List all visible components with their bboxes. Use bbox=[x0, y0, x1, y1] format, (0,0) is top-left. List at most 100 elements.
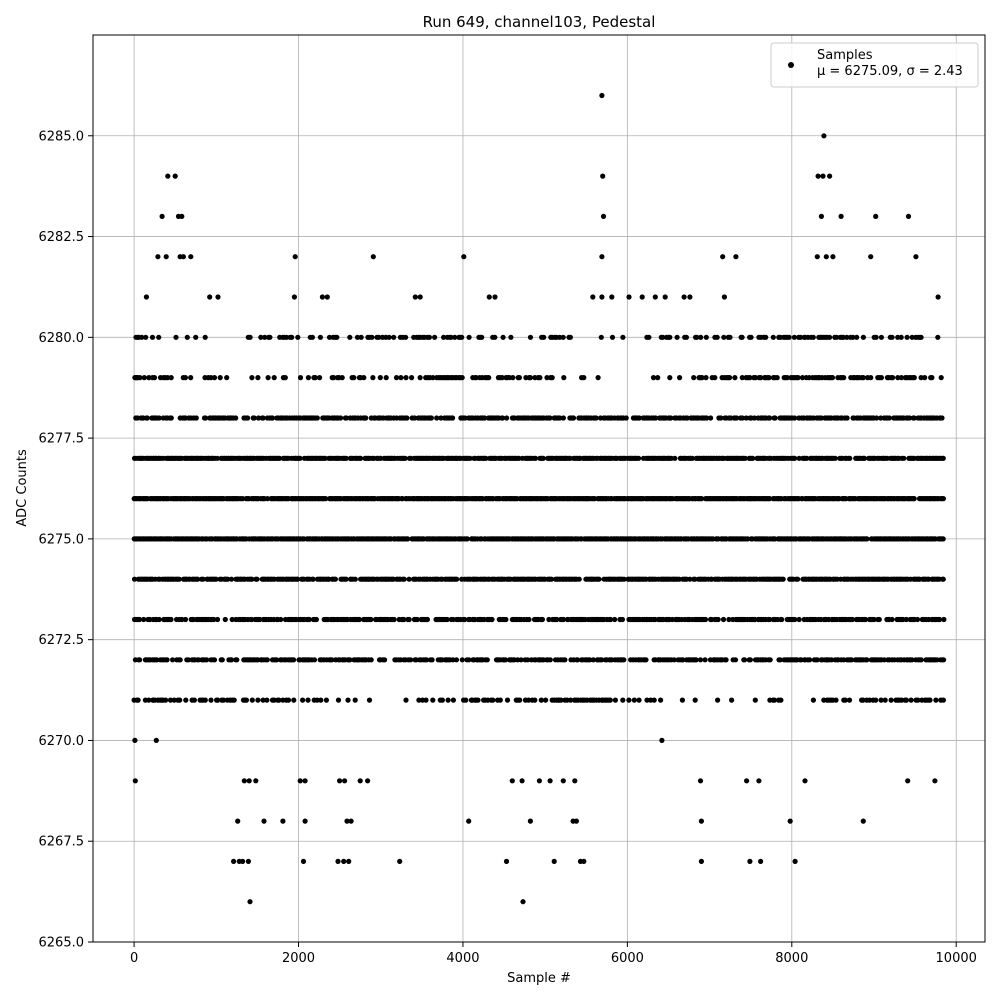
data-point bbox=[424, 657, 430, 663]
data-point bbox=[500, 334, 506, 340]
data-point bbox=[339, 375, 345, 381]
data-point bbox=[459, 375, 465, 381]
data-point bbox=[261, 818, 267, 824]
data-point bbox=[319, 294, 325, 300]
data-point bbox=[543, 697, 549, 703]
data-point bbox=[517, 697, 523, 703]
data-point bbox=[341, 858, 347, 865]
data-point bbox=[620, 334, 626, 340]
legend-stats-label: μ = 6275.09, σ = 2.43 bbox=[817, 64, 963, 79]
data-point bbox=[918, 657, 924, 663]
data-point bbox=[590, 657, 596, 663]
data-point bbox=[780, 576, 786, 582]
data-point bbox=[519, 778, 525, 784]
data-point bbox=[702, 657, 708, 663]
data-point bbox=[245, 415, 251, 421]
data-point bbox=[300, 697, 306, 703]
data-point bbox=[786, 334, 792, 340]
data-point bbox=[188, 375, 194, 381]
data-point bbox=[703, 334, 709, 340]
data-point bbox=[720, 254, 726, 260]
data-point bbox=[525, 657, 531, 663]
data-point bbox=[871, 616, 877, 623]
data-point bbox=[721, 334, 727, 340]
data-point bbox=[862, 616, 869, 623]
data-point bbox=[758, 858, 764, 865]
data-point bbox=[459, 334, 465, 340]
data-point bbox=[752, 697, 758, 703]
data-point bbox=[211, 616, 217, 623]
data-point bbox=[342, 778, 348, 784]
data-point bbox=[823, 254, 829, 260]
data-points bbox=[131, 92, 947, 905]
data-point bbox=[131, 576, 138, 582]
data-point bbox=[225, 576, 231, 582]
data-point bbox=[608, 616, 614, 623]
data-point bbox=[231, 858, 237, 865]
data-point bbox=[744, 778, 750, 784]
data-point bbox=[745, 536, 751, 542]
data-point bbox=[609, 294, 615, 300]
data-point bbox=[492, 334, 498, 340]
data-point bbox=[490, 697, 496, 703]
data-point bbox=[361, 375, 367, 381]
data-point bbox=[620, 697, 626, 703]
data-point bbox=[450, 657, 456, 663]
data-point bbox=[846, 697, 853, 703]
data-point bbox=[300, 858, 307, 865]
data-point bbox=[662, 294, 668, 300]
data-point bbox=[940, 536, 946, 542]
data-point bbox=[779, 616, 785, 623]
data-point bbox=[412, 294, 418, 300]
data-point bbox=[652, 294, 658, 300]
data-point bbox=[348, 818, 354, 824]
data-point bbox=[222, 616, 228, 623]
data-point bbox=[854, 334, 860, 340]
data-point bbox=[163, 697, 169, 703]
data-point bbox=[466, 818, 472, 824]
data-point bbox=[211, 657, 218, 663]
data-point bbox=[459, 657, 465, 663]
data-point bbox=[265, 375, 271, 381]
y-tick-label: 6270.0 bbox=[39, 734, 85, 749]
data-point bbox=[215, 294, 221, 300]
data-point bbox=[489, 616, 495, 623]
data-point bbox=[177, 657, 183, 663]
data-point bbox=[134, 375, 140, 381]
data-point bbox=[461, 254, 467, 260]
data-point bbox=[814, 254, 820, 260]
data-point bbox=[774, 375, 780, 381]
data-point bbox=[911, 375, 917, 381]
y-tick-label: 6282.5 bbox=[39, 230, 85, 245]
data-point bbox=[403, 334, 409, 340]
data-point bbox=[271, 375, 277, 381]
data-point bbox=[626, 294, 632, 300]
data-point bbox=[377, 375, 383, 381]
data-point bbox=[305, 375, 311, 381]
data-point bbox=[888, 697, 894, 703]
data-point bbox=[358, 334, 364, 340]
data-point bbox=[168, 415, 174, 421]
data-point bbox=[609, 334, 616, 340]
data-point bbox=[646, 334, 652, 340]
data-point bbox=[702, 616, 709, 623]
data-point bbox=[144, 415, 150, 421]
data-point bbox=[864, 536, 870, 542]
data-point bbox=[195, 576, 201, 582]
data-point bbox=[504, 415, 510, 421]
data-point bbox=[681, 294, 687, 300]
data-point bbox=[235, 818, 241, 824]
data-point bbox=[667, 334, 673, 340]
data-point bbox=[576, 576, 582, 582]
data-point bbox=[356, 616, 362, 623]
data-point bbox=[231, 697, 237, 703]
data-point bbox=[155, 254, 161, 260]
data-point bbox=[932, 778, 938, 784]
data-point bbox=[554, 616, 560, 623]
data-point bbox=[693, 657, 699, 663]
data-point bbox=[314, 415, 320, 421]
data-point bbox=[335, 697, 342, 703]
data-point bbox=[667, 375, 673, 381]
data-point bbox=[463, 697, 469, 703]
y-tick-label: 6265.0 bbox=[39, 936, 85, 951]
